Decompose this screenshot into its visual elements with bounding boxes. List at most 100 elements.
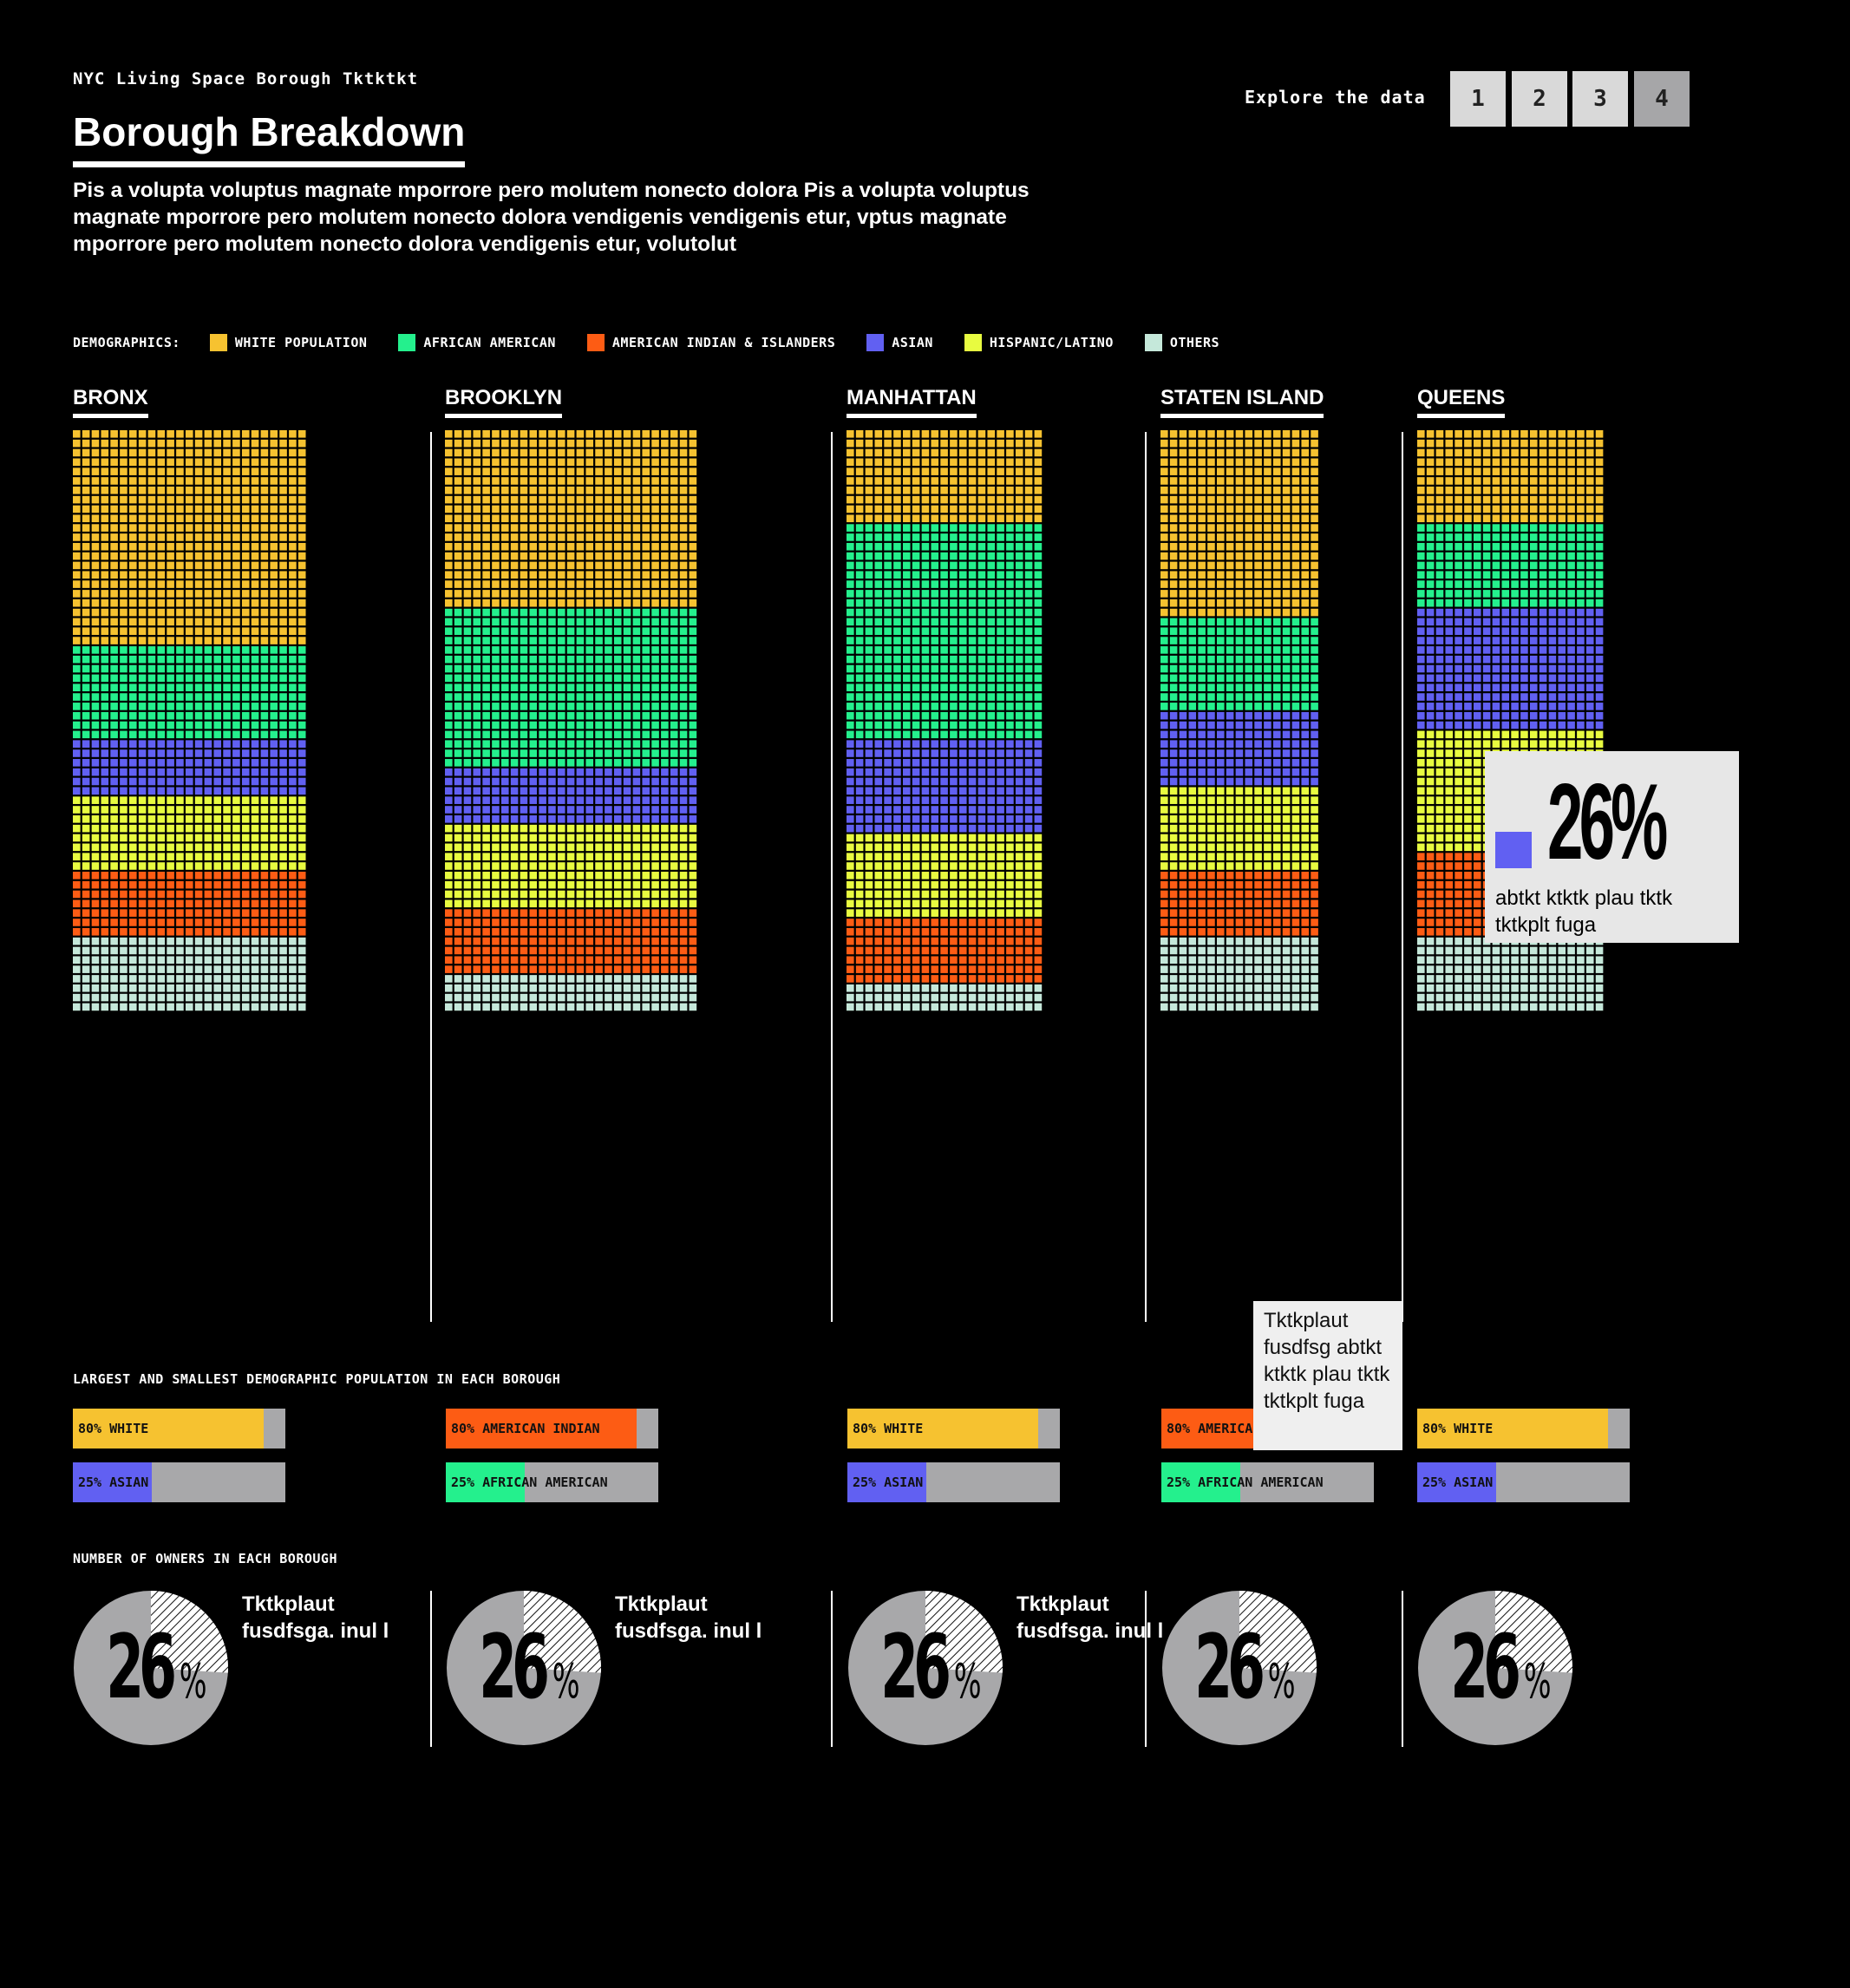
column-divider — [831, 1591, 833, 1747]
largest-bar-label: 80% AMERICAN INDIAN — [451, 1421, 600, 1436]
waffle-segment-asian[interactable] — [73, 740, 306, 795]
owners-pie-brooklyn[interactable]: 26% — [446, 1590, 602, 1750]
waffle-segment-american-indian-islanders[interactable] — [847, 919, 1043, 983]
waffle-column-manhattan[interactable] — [847, 430, 1043, 1011]
smallest-bar-brooklyn[interactable]: 25% AFRICAN AMERICAN — [446, 1462, 658, 1502]
tooltip-text: abtkt ktktk plau tktk tktkplt fuga — [1495, 886, 1673, 937]
smallest-bar-staten-island[interactable]: 25% AFRICAN AMERICAN — [1161, 1462, 1374, 1502]
page-button-1[interactable]: 1 — [1450, 71, 1506, 127]
smallest-bar-bronx[interactable]: 25% ASIAN — [73, 1462, 285, 1502]
waffle-segment-african-american[interactable] — [847, 524, 1043, 739]
owners-pie-bronx[interactable]: 26% — [73, 1590, 229, 1750]
pie-value: 26 — [1194, 1616, 1266, 1719]
largest-bar-manhattan[interactable]: 80% WHITE — [847, 1409, 1060, 1448]
waffle-column-staten-island[interactable] — [1160, 430, 1318, 1011]
waffle-segment-asian[interactable] — [1417, 608, 1604, 729]
owners-note-manhattan: Tktkplaut fusdfsga. inul l — [1017, 1592, 1164, 1643]
pie-percent-sign: % — [1524, 1653, 1552, 1709]
smallest-bar-fill — [1161, 1462, 1240, 1502]
waffle-segment-american-indian-islanders[interactable] — [445, 909, 697, 973]
borough-title-bronx: BRONX — [73, 385, 148, 418]
page-button-4[interactable]: 4 — [1634, 71, 1690, 127]
waffle-segment-white[interactable] — [445, 430, 697, 607]
waffle-segment-others[interactable] — [1160, 937, 1318, 1011]
waffle-segment-asian[interactable] — [1160, 711, 1318, 786]
waffle-segment-white[interactable] — [1160, 430, 1318, 617]
column-divider — [1145, 432, 1147, 1322]
largest-bar-label: 80% WHITE — [1422, 1421, 1494, 1436]
legend-item-others: OTHERS — [1144, 334, 1219, 351]
legend-swatch-african-american — [398, 334, 416, 351]
legend-swatch-hispanic — [964, 334, 982, 351]
borough-title-queens: QUEENS — [1417, 385, 1506, 418]
legend-swatch-american-indian — [586, 334, 605, 351]
pie-percent-sign: % — [1268, 1653, 1296, 1709]
page-button-2[interactable]: 2 — [1512, 71, 1567, 127]
bar-tooltip: Tktkplaut fusdfsg abtkt ktktk plau tktk … — [1253, 1301, 1402, 1450]
pie-slice — [925, 1591, 1003, 1673]
smallest-bar-fill — [847, 1462, 926, 1502]
waffle-segment-others[interactable] — [847, 984, 1043, 1011]
owners-note-bronx: Tktkplaut fusdfsga. inul l — [242, 1592, 389, 1643]
largest-bar-label: 80% WHITE — [853, 1421, 924, 1436]
waffle-segment-asian[interactable] — [445, 768, 697, 823]
smallest-bar-queens[interactable]: 25% ASIAN — [1417, 1462, 1630, 1502]
legend-label-hispanic: HISPANIC/LATINO — [989, 335, 1114, 350]
waffle-segment-american-indian-islanders[interactable] — [1160, 872, 1318, 936]
legend-label-asian: ASIAN — [892, 335, 933, 350]
smallest-bar-manhattan[interactable]: 25% ASIAN — [847, 1462, 1060, 1502]
legend-title: DEMOGRAPHICS: — [73, 335, 180, 350]
pie-graphic — [848, 1591, 1003, 1745]
owners-pie-staten-island[interactable]: 26% — [1161, 1590, 1317, 1750]
waffle-segment-african-american[interactable] — [445, 608, 697, 767]
borough-title-staten-island: STATEN ISLAND — [1160, 385, 1324, 418]
waffle-segment-others[interactable] — [73, 937, 306, 1011]
legend-label-white: WHITE POPULATION — [234, 335, 368, 350]
column-divider — [430, 1591, 432, 1747]
waffle-segment-white[interactable] — [1417, 430, 1604, 523]
waffle-segment-american-indian-islanders[interactable] — [73, 872, 306, 936]
legend-item-asian: ASIAN — [866, 334, 933, 351]
pie-value: 26 — [880, 1616, 952, 1719]
pie-slice — [1495, 1591, 1572, 1673]
pie-percent-sign: % — [180, 1653, 207, 1709]
waffle-segment-hispanic-latino[interactable] — [1160, 787, 1318, 870]
pie-graphic — [74, 1591, 228, 1745]
page-button-3[interactable]: 3 — [1572, 71, 1628, 127]
waffle-segment-others[interactable] — [1417, 937, 1604, 1011]
legend-swatch-white — [209, 334, 227, 351]
waffle-column-brooklyn[interactable] — [445, 430, 697, 1011]
largest-bar-fill — [446, 1409, 637, 1448]
column-divider — [1402, 432, 1403, 1322]
explore-label: Explore the data — [1245, 87, 1426, 108]
largest-bar-fill — [847, 1409, 1038, 1448]
waffle-column-bronx[interactable] — [73, 430, 306, 1011]
legend-item-american-indian: AMERICAN INDIAN & ISLANDERS — [586, 334, 835, 351]
largest-bar-queens[interactable]: 80% WHITE — [1417, 1409, 1630, 1448]
waffle-segment-asian[interactable] — [847, 740, 1043, 833]
column-divider — [430, 432, 432, 1322]
owners-title: NUMBER OF OWNERS IN EACH BOROUGH — [73, 1551, 337, 1566]
waffle-segment-african-american[interactable] — [73, 646, 306, 739]
waffle-segment-hispanic-latino[interactable] — [847, 834, 1043, 917]
pie-slice — [151, 1591, 228, 1673]
legend-swatch-others — [1144, 334, 1162, 351]
waffle-segment-african-american[interactable] — [1417, 524, 1604, 607]
pie-graphic — [1418, 1591, 1572, 1745]
owners-pie-queens[interactable]: 26% — [1417, 1590, 1573, 1750]
waffle-segment-white[interactable] — [73, 430, 306, 644]
largest-bar-bronx[interactable]: 80% WHITE — [73, 1409, 285, 1448]
waffle-segment-others[interactable] — [445, 975, 697, 1011]
pie-value: 26 — [1450, 1616, 1522, 1719]
waffle-segment-white[interactable] — [847, 430, 1043, 523]
owners-pie-manhattan[interactable]: 26% — [847, 1590, 1003, 1750]
smallest-bar-label: 25% ASIAN — [78, 1475, 149, 1490]
largest-bar-brooklyn[interactable]: 80% AMERICAN INDIAN — [446, 1409, 658, 1448]
column-divider — [1402, 1591, 1403, 1747]
waffle-segment-african-american[interactable] — [1160, 618, 1318, 710]
asian-tooltip: 26% abtkt ktktk plau tktk tktkplt fuga — [1485, 751, 1739, 943]
legend-swatch-asian — [866, 334, 885, 351]
demographics-legend: DEMOGRAPHICS: WHITE POPULATION AFRICAN A… — [73, 333, 1251, 352]
waffle-segment-hispanic-latino[interactable] — [445, 824, 697, 908]
waffle-segment-hispanic-latino[interactable] — [73, 796, 306, 870]
